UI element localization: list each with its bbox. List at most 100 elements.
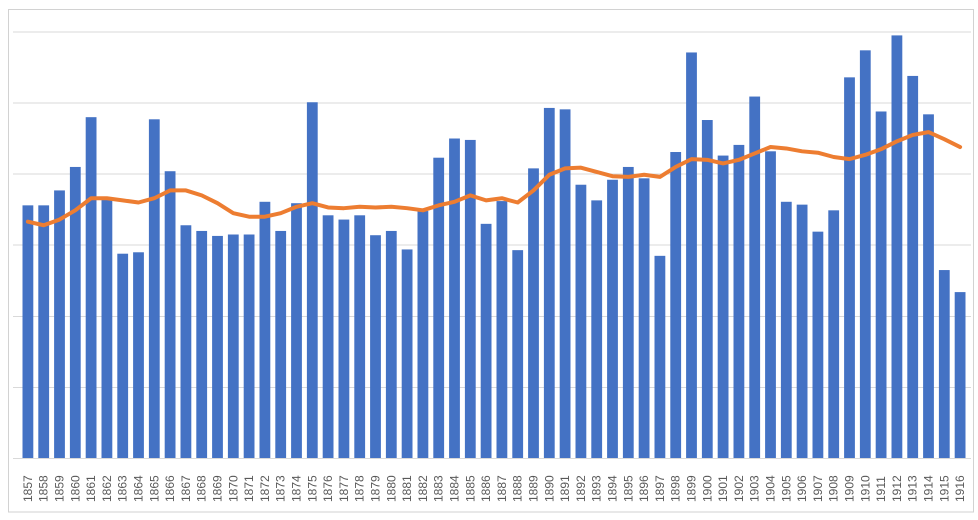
x-axis-label-1872: 1872 [258, 475, 272, 502]
x-axis-label-1863: 1863 [116, 475, 130, 502]
bar-1860 [69, 166, 81, 459]
bar-1861 [85, 117, 97, 459]
bar-1895 [622, 166, 634, 459]
bar-1901 [717, 155, 729, 459]
x-axis-label-1916: 1916 [953, 475, 967, 502]
bar-1904 [765, 151, 776, 459]
chart-border [8, 9, 974, 513]
x-axis-label-1894: 1894 [606, 475, 620, 502]
x-axis-label-1909: 1909 [843, 475, 857, 502]
bar-1871 [243, 234, 255, 459]
x-axis-label-1915: 1915 [937, 475, 951, 502]
bar-1880 [385, 230, 397, 459]
x-axis-label-1866: 1866 [163, 475, 177, 502]
x-axis-label-1874: 1874 [290, 475, 304, 502]
bar-1908 [828, 210, 840, 459]
x-axis-label-1860: 1860 [68, 475, 82, 502]
bar-1875 [306, 102, 318, 459]
x-axis-label-1883: 1883 [432, 475, 446, 502]
x-axis-label-1888: 1888 [511, 475, 525, 502]
x-axis-label-1914: 1914 [922, 475, 936, 502]
x-axis-label-1900: 1900 [700, 475, 714, 502]
x-axis-label-1901: 1901 [716, 475, 730, 502]
x-axis-label-1869: 1869 [211, 475, 225, 502]
x-axis-label-1887: 1887 [495, 475, 509, 502]
bar-1915 [938, 270, 950, 459]
bar-1877 [338, 219, 350, 459]
x-axis-label-1913: 1913 [906, 475, 920, 502]
x-axis-label-1870: 1870 [226, 475, 240, 502]
bar-1897 [654, 255, 666, 459]
x-axis-label-1861: 1861 [84, 475, 98, 502]
bar-1906 [796, 204, 808, 459]
bar-1874 [291, 203, 302, 459]
moving-average-line [25, 130, 963, 228]
x-axis-label-1912: 1912 [890, 475, 904, 502]
bar-1884 [449, 138, 460, 459]
x-axis-label-1892: 1892 [574, 475, 588, 502]
bar-1896 [638, 178, 650, 459]
bar-1899 [686, 52, 697, 459]
bar-1905 [780, 201, 792, 459]
x-axis-label-1911: 1911 [874, 476, 888, 502]
bar-1866 [164, 171, 176, 459]
bar-1872 [259, 201, 271, 459]
x-axis-label-1908: 1908 [827, 475, 841, 502]
bar-1890 [543, 107, 555, 459]
x-axis-label-1882: 1882 [416, 475, 430, 502]
x-axis-label-1897: 1897 [653, 475, 667, 502]
bar-1903 [749, 96, 761, 459]
bar-1862 [101, 198, 113, 459]
x-axis-label-1862: 1862 [100, 475, 114, 502]
bar-1873 [275, 230, 287, 459]
x-axis-label-1898: 1898 [669, 475, 683, 502]
bar-1863 [117, 253, 129, 459]
bar-1893 [591, 200, 603, 459]
x-axis-label-1889: 1889 [527, 475, 541, 502]
bar-1881 [401, 249, 413, 459]
bar-1858 [38, 205, 50, 459]
bar-1916 [954, 292, 966, 459]
x-axis-label-1867: 1867 [179, 475, 193, 502]
bar-1900 [701, 120, 713, 459]
x-axis-label-1865: 1865 [147, 475, 161, 502]
bar-1882 [417, 211, 429, 459]
bar-1887 [496, 201, 508, 459]
bar-1894 [607, 179, 618, 459]
bar-1883 [433, 157, 445, 459]
bar-1885 [464, 139, 476, 459]
x-axis-label-1873: 1873 [274, 475, 288, 502]
bar-1914 [923, 114, 934, 459]
bar-1876 [322, 215, 334, 459]
x-axis-label-1881: 1881 [400, 475, 414, 502]
bar-1913 [907, 75, 919, 459]
bar-1869 [212, 235, 223, 459]
bar-1892 [575, 184, 587, 459]
bar-1864 [133, 252, 144, 459]
x-axis-label-1893: 1893 [590, 475, 604, 502]
x-axis-label-1884: 1884 [448, 475, 462, 502]
bar-1879 [370, 235, 381, 459]
x-axis-label-1890: 1890 [542, 475, 556, 502]
x-axis-label-1876: 1876 [321, 475, 335, 502]
bar-1909 [844, 77, 855, 459]
x-axis-label-1905: 1905 [779, 475, 793, 502]
bar-1865 [148, 119, 160, 459]
x-axis-label-1875: 1875 [305, 475, 319, 502]
bar-1878 [354, 215, 366, 459]
x-axis-label-1907: 1907 [811, 475, 825, 502]
bar-1886 [480, 223, 492, 459]
bar-1859 [54, 190, 65, 459]
x-axis-label-1864: 1864 [132, 475, 146, 502]
x-axis-label-1878: 1878 [353, 475, 367, 502]
x-axis-label-1871: 1871 [242, 475, 256, 502]
x-axis-label-1899: 1899 [685, 475, 699, 502]
x-axis-label-1886: 1886 [479, 475, 493, 502]
x-axis-label-1859: 1859 [53, 475, 67, 502]
bar-1857 [22, 205, 34, 459]
bar-1907 [812, 231, 824, 459]
x-axis-label-1903: 1903 [748, 475, 762, 502]
